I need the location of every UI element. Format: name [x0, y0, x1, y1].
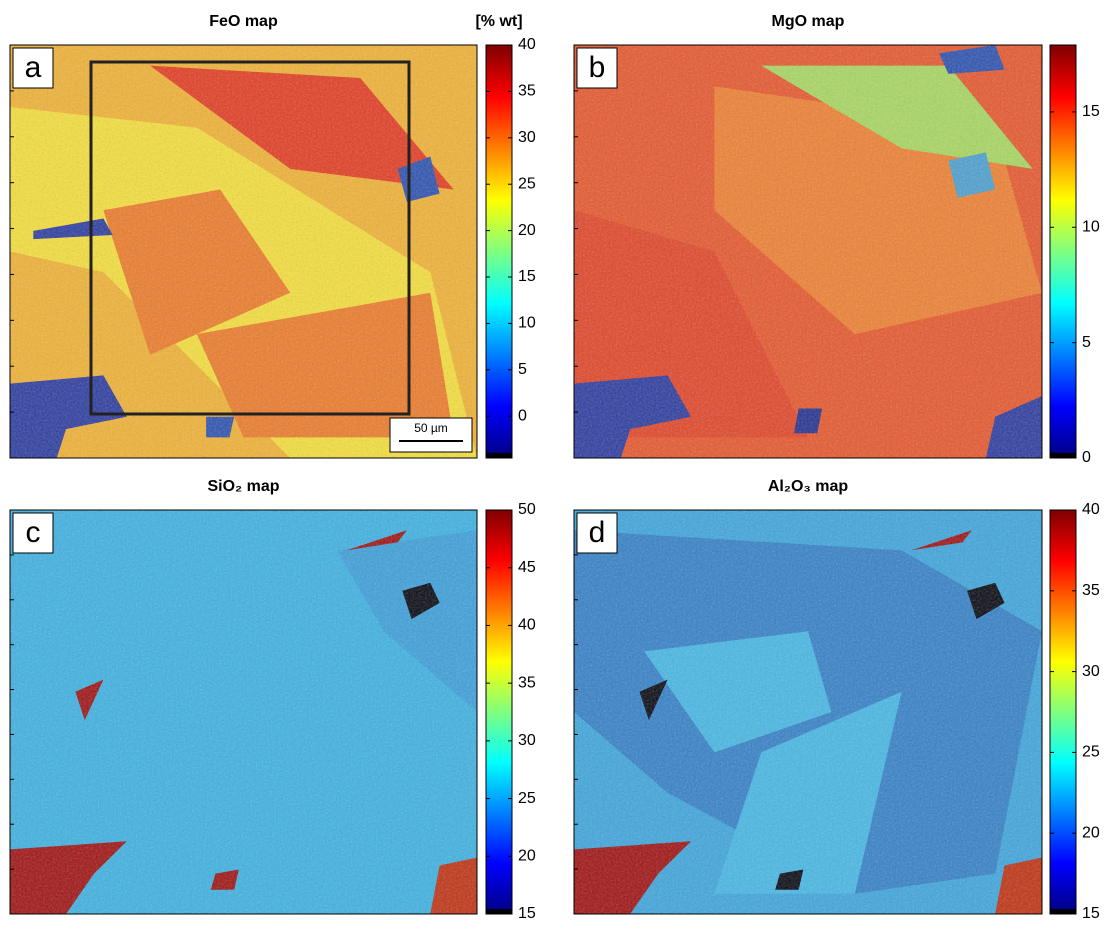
colorbar [485, 509, 513, 915]
chart-title: Al₂O₃ map [768, 478, 849, 495]
colorbar-tick-label: 15 [518, 905, 536, 922]
panel-label: b [589, 51, 606, 84]
region-outline [89, 60, 411, 416]
chart-title: SiO₂ map [207, 478, 279, 495]
colorbar-tick-label: 10 [1082, 218, 1100, 235]
panel-label: a [25, 51, 42, 84]
map-noise [10, 45, 477, 458]
panel-label-box [12, 512, 54, 554]
colorbar-tick-label: 0 [1082, 449, 1091, 466]
colorbar-tick-label: 0 [518, 407, 527, 424]
colorbar-tick-label: 15 [1082, 103, 1100, 120]
colorbar-tick-label: 20 [518, 848, 536, 865]
map-image [10, 510, 477, 914]
colorbar-label: [% wt] [475, 13, 522, 30]
colorbar-tick-label: 10 [518, 315, 536, 332]
colorbar [485, 44, 513, 459]
map-frame [573, 44, 1043, 459]
colorbar-tick-label: 40 [1082, 501, 1100, 518]
colorbar-tick-label: 45 [518, 559, 536, 576]
map-image [574, 45, 1042, 458]
colorbar-tick-label: 15 [518, 268, 536, 285]
colorbar-tick-label: 40 [518, 617, 536, 634]
colorbar-tick-label: 50 [518, 501, 536, 518]
map-frame [9, 44, 478, 459]
colorbar-tick-label: 20 [518, 222, 536, 239]
colorbar-tick-label: 35 [518, 674, 536, 691]
colorbar-tick-label: 40 [518, 36, 536, 53]
colorbar-tick-label: 15 [1082, 905, 1100, 922]
colorbar [1049, 44, 1077, 459]
scale-bar-box [389, 417, 473, 453]
colorbar-tick-label: 25 [1082, 744, 1100, 761]
map-frame [573, 509, 1043, 915]
colorbar-tick-label: 25 [518, 175, 536, 192]
scale-bar-label: 50 µm [414, 421, 448, 435]
colorbar-tick-label: 30 [518, 732, 536, 749]
map-image [10, 45, 477, 458]
map-image [574, 510, 1042, 914]
panel-label-box [576, 512, 618, 554]
panel-label-box [12, 47, 54, 89]
colorbar-tick-label: 20 [1082, 824, 1100, 841]
colorbar-tick-label: 35 [1082, 582, 1100, 599]
panel-label: d [589, 516, 606, 549]
colorbar-tick-label: 30 [1082, 663, 1100, 680]
panel-label-box [576, 47, 618, 89]
colorbar-tick-label: 35 [518, 83, 536, 100]
colorbar-tick-label: 30 [518, 129, 536, 146]
colorbar-tick-label: 5 [1082, 334, 1091, 351]
chart-title: MgO map [772, 13, 845, 30]
colorbar-tick-label: 25 [518, 790, 536, 807]
panel-label: c [26, 516, 41, 549]
colorbar-tick-label: 5 [518, 361, 527, 378]
map-frame [9, 509, 478, 915]
map-noise [574, 510, 1042, 914]
map-noise [574, 45, 1042, 458]
map-noise [10, 510, 477, 914]
colorbar [1049, 509, 1077, 915]
chart-title: FeO map [209, 13, 278, 30]
